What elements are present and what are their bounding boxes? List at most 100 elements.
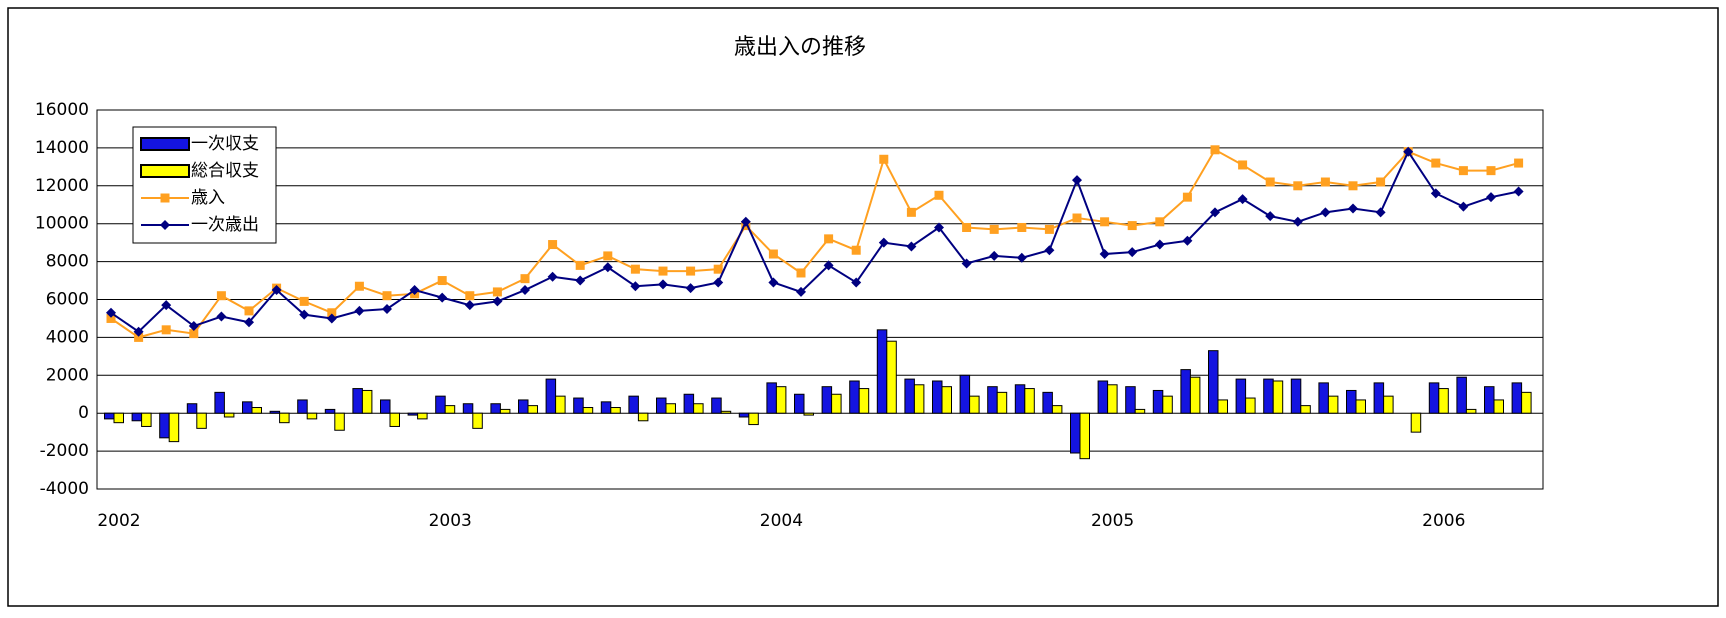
- bar: [748, 412, 759, 426]
- bar: [1456, 376, 1467, 414]
- bar: [196, 412, 207, 429]
- marker: [1375, 207, 1386, 218]
- marker: [1431, 158, 1441, 168]
- bar: [1438, 388, 1449, 414]
- marker: [989, 224, 999, 234]
- marker: [989, 250, 1000, 261]
- bar: [1107, 384, 1118, 414]
- bar: [444, 405, 456, 414]
- bar: [407, 412, 419, 416]
- bar: [251, 407, 262, 414]
- bar: [242, 401, 253, 414]
- marker: [106, 313, 116, 323]
- y-tick-label: 8000: [46, 252, 89, 272]
- marker: [244, 317, 254, 328]
- marker: [216, 311, 227, 322]
- marker: [824, 234, 834, 244]
- marker: [1403, 146, 1414, 157]
- marker: [1044, 224, 1054, 234]
- marker: [575, 275, 586, 286]
- marker: [796, 286, 806, 297]
- bar: [711, 397, 722, 414]
- bar: [849, 380, 860, 414]
- legend-swatch: [140, 137, 190, 151]
- marker: [1514, 158, 1524, 168]
- bar: [1410, 412, 1422, 433]
- marker: [962, 222, 972, 232]
- marker: [354, 281, 364, 291]
- bar: [518, 399, 529, 414]
- x-tick-label: 2006: [1422, 511, 1465, 531]
- bar: [269, 410, 281, 414]
- bar: [1290, 378, 1302, 414]
- marker: [492, 296, 503, 307]
- marker: [823, 260, 834, 271]
- marker: [879, 154, 889, 164]
- bar: [858, 388, 870, 414]
- marker: [1293, 181, 1303, 191]
- marker: [465, 291, 475, 301]
- bar: [223, 412, 235, 418]
- bar: [600, 401, 612, 414]
- bar: [1346, 389, 1357, 414]
- bar: [380, 399, 391, 414]
- marker: [160, 193, 170, 203]
- marker: [548, 240, 558, 250]
- marker: [575, 260, 585, 270]
- marker: [1099, 249, 1110, 260]
- marker: [685, 283, 696, 294]
- bar: [1235, 378, 1247, 414]
- bar: [334, 412, 345, 431]
- bar: [1327, 395, 1339, 414]
- legend-label: 一次収支: [191, 134, 259, 154]
- bar: [306, 412, 318, 420]
- marker: [1182, 192, 1192, 202]
- marker: [796, 268, 806, 278]
- marker: [851, 245, 861, 255]
- x-tick-label: 2003: [429, 511, 472, 531]
- bar: [104, 412, 115, 420]
- marker: [1486, 166, 1496, 176]
- bar: [913, 384, 925, 414]
- bar: [113, 412, 124, 424]
- bar: [417, 412, 428, 420]
- bar: [527, 405, 538, 414]
- marker: [188, 321, 199, 332]
- bar: [693, 403, 704, 414]
- bar: [1355, 399, 1366, 414]
- legend-swatch: [140, 164, 190, 178]
- line: [110, 149, 1519, 334]
- bar: [462, 403, 474, 414]
- bar: [472, 412, 483, 429]
- marker: [520, 285, 530, 296]
- bar: [904, 378, 915, 414]
- marker: [1348, 203, 1358, 214]
- bar: [1125, 386, 1136, 414]
- marker: [1100, 217, 1110, 227]
- bar: [794, 393, 805, 414]
- marker: [161, 325, 171, 335]
- y-tick-label: 14000: [35, 138, 89, 158]
- marker: [299, 309, 310, 320]
- marker: [244, 306, 254, 316]
- marker: [520, 274, 530, 284]
- bar: [1373, 382, 1385, 414]
- marker: [1017, 222, 1027, 232]
- marker: [437, 276, 447, 286]
- marker: [1458, 166, 1468, 176]
- marker: [1430, 188, 1441, 199]
- marker: [1513, 186, 1524, 197]
- legend-label: 歳入: [191, 188, 225, 208]
- marker: [1072, 213, 1082, 223]
- marker: [1376, 177, 1386, 187]
- bar: [499, 408, 511, 414]
- x-tick-label: 2004: [760, 511, 803, 531]
- bar: [1263, 378, 1274, 414]
- bar: [1318, 382, 1329, 414]
- marker: [382, 303, 392, 314]
- bar: [1162, 395, 1173, 414]
- bar: [738, 412, 750, 418]
- marker: [354, 305, 365, 316]
- bar: [876, 329, 888, 414]
